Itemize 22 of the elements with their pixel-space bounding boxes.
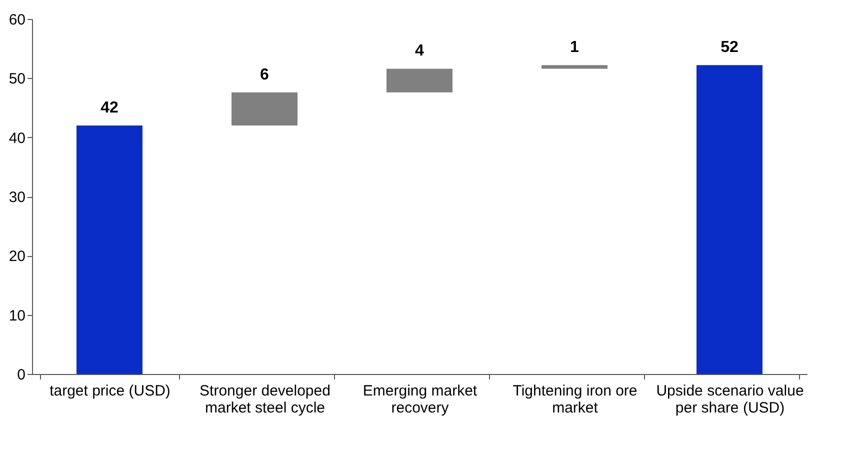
bar <box>542 65 608 69</box>
x-tick-label: Stronger developed market steel cycle <box>200 382 330 416</box>
data-label: 6 <box>260 66 270 84</box>
x-tick-label: target price (USD) <box>50 382 170 400</box>
y-tick-label: 20 <box>8 248 26 266</box>
data-label: 1 <box>570 39 580 56</box>
x-tick-label: Upside scenario value per share (USD) <box>656 382 804 416</box>
bar <box>386 68 452 92</box>
y-tick-label: 60 <box>8 12 26 28</box>
y-tick-label: 0 <box>17 366 26 384</box>
bar <box>76 126 142 374</box>
x-tick-label: Emerging market recovery <box>362 382 478 416</box>
y-tick-label: 40 <box>8 130 26 147</box>
y-tick-label: 10 <box>8 307 26 324</box>
data-label: 52 <box>720 39 738 56</box>
y-tick-label: 50 <box>8 70 26 88</box>
x-tick-label: Tightening iron ore market <box>512 382 638 416</box>
data-label: 42 <box>100 100 118 116</box>
y-tick-label: 30 <box>8 189 26 206</box>
data-label: 4 <box>415 42 424 60</box>
bar <box>696 65 762 374</box>
bar <box>232 92 298 126</box>
